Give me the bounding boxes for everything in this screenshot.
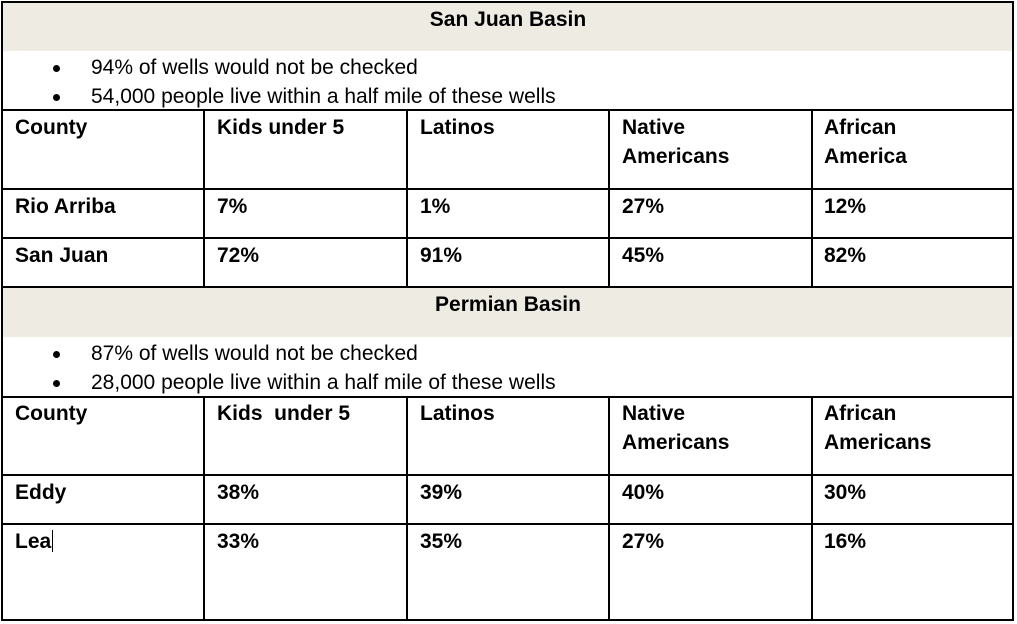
table-cell: 45% bbox=[622, 244, 665, 267]
column-divider bbox=[203, 397, 205, 621]
table-border bbox=[2, 237, 1014, 239]
column-divider bbox=[608, 110, 610, 287]
table-cell-county: San Juan bbox=[15, 244, 109, 267]
table-cell: 27% bbox=[622, 195, 665, 218]
column-header: African Americans bbox=[824, 402, 932, 454]
column-divider bbox=[406, 110, 408, 287]
table-cell: 82% bbox=[824, 244, 867, 267]
section-title: Permian Basin bbox=[435, 293, 581, 316]
section-title: San Juan Basin bbox=[429, 8, 587, 31]
table-cell: 40% bbox=[622, 481, 665, 504]
bullet-icon bbox=[53, 351, 60, 358]
table-cell: 33% bbox=[217, 530, 260, 553]
column-divider bbox=[406, 397, 408, 621]
table-border bbox=[2, 396, 1014, 398]
bullet-icon bbox=[53, 65, 60, 72]
column-header: Kids under 5 bbox=[217, 116, 345, 139]
table-border bbox=[2, 474, 1014, 476]
table-border bbox=[1, 1, 3, 621]
table-cell-county[interactable]: Lea bbox=[15, 527, 54, 556]
section-header-band: Permian Basin bbox=[2, 286, 1014, 337]
table-cell-county: Eddy bbox=[15, 481, 67, 504]
table-cell: 30% bbox=[824, 481, 867, 504]
table-border bbox=[2, 188, 1014, 190]
table-cell: 16% bbox=[824, 530, 867, 553]
table-border bbox=[2, 523, 1014, 525]
table-border bbox=[1012, 1, 1014, 621]
table-cell: 27% bbox=[622, 530, 665, 553]
table-cell: 39% bbox=[420, 481, 463, 504]
table-cell: 7% bbox=[217, 195, 248, 218]
bullet-text: 28,000 people live within a half mile of… bbox=[91, 371, 556, 394]
bullet-text: 94% of wells would not be checked bbox=[91, 56, 418, 79]
column-divider bbox=[203, 110, 205, 287]
table-cell: 91% bbox=[420, 244, 463, 267]
bullet-text: 54,000 people live within a half mile of… bbox=[91, 85, 556, 108]
table-cell-text: Lea bbox=[15, 530, 52, 553]
column-divider bbox=[811, 110, 813, 287]
bullet-icon bbox=[53, 380, 60, 387]
bullet-icon bbox=[53, 94, 60, 101]
column-header: Native Americans bbox=[622, 116, 730, 168]
column-header: African America bbox=[824, 116, 907, 168]
table-cell: 12% bbox=[824, 195, 867, 218]
section-header-band: San Juan Basin bbox=[2, 1, 1014, 51]
table-cell: 1% bbox=[420, 195, 451, 218]
column-divider bbox=[811, 397, 813, 621]
column-divider bbox=[608, 397, 610, 621]
table-border bbox=[2, 619, 1014, 621]
table-cell-county: Rio Arriba bbox=[15, 195, 116, 218]
text-cursor bbox=[52, 530, 54, 552]
column-header: Latinos bbox=[420, 116, 495, 139]
column-header: County bbox=[15, 116, 88, 139]
table-cell: 72% bbox=[217, 244, 260, 267]
table-cell: 38% bbox=[217, 481, 260, 504]
table-border bbox=[2, 109, 1014, 111]
bullet-text: 87% of wells would not be checked bbox=[91, 342, 418, 365]
column-header: Latinos bbox=[420, 402, 495, 425]
column-header: Native Americans bbox=[622, 402, 730, 454]
column-header: Kids under 5 bbox=[217, 402, 351, 425]
column-header: County bbox=[15, 402, 88, 425]
table-cell: 35% bbox=[420, 530, 463, 553]
